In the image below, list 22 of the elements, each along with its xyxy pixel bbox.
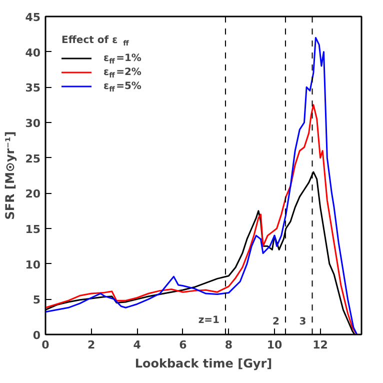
annotation: 3 — [299, 316, 306, 328]
x-tick-label: 4 — [133, 338, 142, 352]
x-tick-label: 10 — [266, 338, 282, 352]
x-tick-label: 12 — [312, 338, 328, 352]
y-tick-label: 15 — [25, 223, 41, 236]
y-tick-label: 25 — [25, 152, 41, 166]
y-tick-label: 45 — [25, 11, 41, 24]
y-axis-title: SFR [M⊙yr⁻¹] — [3, 131, 18, 220]
y-tick-label: 0 — [32, 329, 41, 342]
x-tick-label: 8 — [224, 338, 233, 352]
y-tick-label: 30 — [25, 117, 41, 130]
x-tick-label: 0 — [42, 338, 50, 352]
x-axis-title: Lookback time [Gyr] — [134, 356, 272, 370]
x-tick-label: 2 — [87, 338, 96, 352]
x-tick-label: 6 — [179, 338, 188, 352]
y-tick-label: 40 — [25, 46, 41, 60]
annotation: z=1 — [198, 315, 220, 326]
y-tick-label: 35 — [25, 82, 41, 95]
y-tick-label: 10 — [25, 258, 41, 272]
annotation: 2 — [272, 316, 280, 328]
y-tick-label: 20 — [25, 188, 41, 201]
y-tick-label: 5 — [32, 294, 40, 307]
